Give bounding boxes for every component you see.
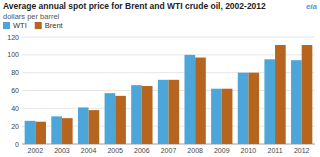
- x-tick-label: 2004: [81, 147, 97, 154]
- x-tick-label: 2008: [187, 147, 203, 154]
- bar: [264, 59, 275, 144]
- bar: [51, 116, 62, 144]
- y-tick-label: 20: [11, 123, 19, 130]
- bar: [211, 89, 222, 144]
- bar: [25, 121, 36, 144]
- bar: [238, 73, 249, 144]
- bar: [248, 73, 259, 144]
- bar: [184, 55, 195, 144]
- legend-swatch: [35, 22, 42, 29]
- bar: [195, 58, 206, 144]
- x-tick-label: 2012: [294, 147, 310, 154]
- bar: [275, 45, 286, 144]
- x-tick-label: 2005: [107, 147, 123, 154]
- bar: [115, 96, 126, 144]
- legend-swatch: [3, 22, 10, 29]
- annotation: eia: [306, 2, 318, 11]
- x-tick-label: 2011: [268, 147, 283, 154]
- bar: [291, 60, 302, 144]
- legend: WTI Brent: [3, 21, 64, 30]
- legend-label: WTI: [13, 21, 27, 30]
- legend-label: Brent: [45, 21, 64, 30]
- chart: Average annual spot price for Brent and …: [0, 0, 320, 157]
- bar: [222, 89, 233, 144]
- grid-line: [22, 37, 315, 38]
- grid-line: [22, 54, 315, 55]
- y-tick-label: 80: [11, 69, 19, 76]
- bar: [131, 85, 142, 144]
- bar: [35, 122, 46, 144]
- x-tick-label: 2007: [161, 147, 177, 154]
- title: Average annual spot price for Brent and …: [3, 1, 266, 11]
- bar: [89, 110, 100, 144]
- y-tick-label: 100: [7, 51, 19, 58]
- bar: [169, 80, 180, 144]
- y-tick-label: 120: [7, 34, 19, 41]
- x-tick-label: 2002: [28, 147, 44, 154]
- x-tick-label: 2006: [134, 147, 150, 154]
- y-tick-label: 40: [11, 105, 19, 112]
- bar: [105, 93, 116, 144]
- x-tick-label: 2003: [54, 147, 70, 154]
- y-tick-label: 0: [15, 141, 19, 148]
- bar: [302, 45, 313, 144]
- x-tick-label: 2010: [241, 147, 257, 154]
- bar: [62, 118, 73, 144]
- bar: [158, 80, 169, 144]
- y-tick-label: 60: [11, 87, 19, 94]
- x-tick-label: 2009: [214, 147, 230, 154]
- bar: [78, 107, 89, 144]
- subtitle: dollars per barrel: [3, 12, 60, 21]
- bars: [25, 45, 313, 144]
- bar: [142, 86, 153, 144]
